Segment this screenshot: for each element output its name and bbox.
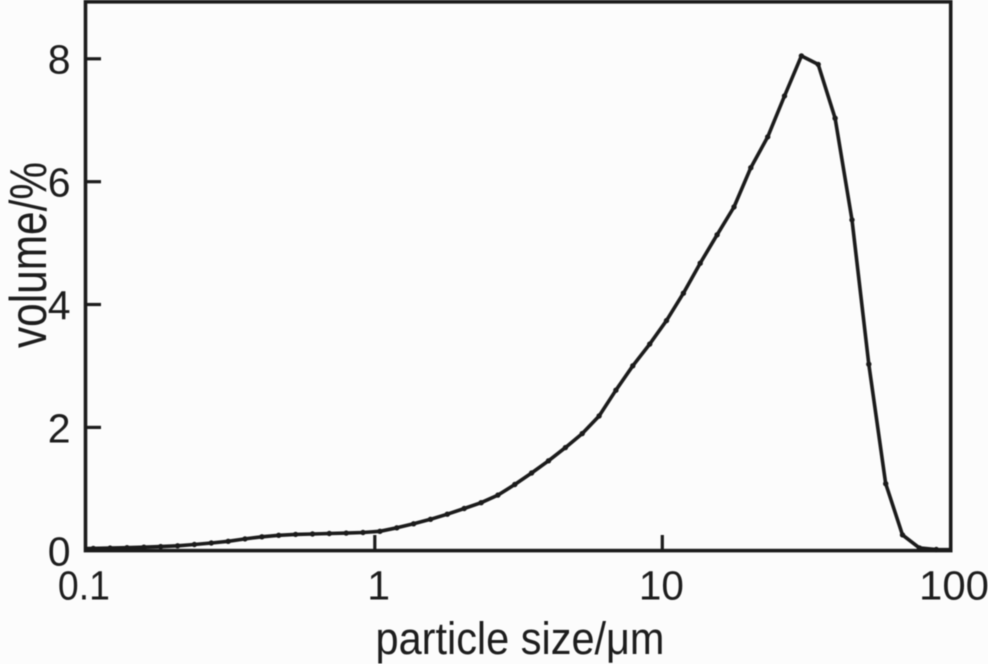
svg-text:0: 0 xyxy=(48,528,71,574)
svg-text:particle size/μm: particle size/μm xyxy=(376,613,665,664)
svg-text:4: 4 xyxy=(48,282,71,328)
svg-text:0.1: 0.1 xyxy=(58,563,110,609)
svg-text:volume/%: volume/% xyxy=(0,162,58,348)
svg-text:8: 8 xyxy=(48,37,71,83)
svg-text:100: 100 xyxy=(919,563,988,609)
svg-text:10: 10 xyxy=(639,563,684,609)
svg-text:1: 1 xyxy=(367,563,390,609)
svg-text:6: 6 xyxy=(48,160,71,206)
svg-text:2: 2 xyxy=(48,405,71,451)
